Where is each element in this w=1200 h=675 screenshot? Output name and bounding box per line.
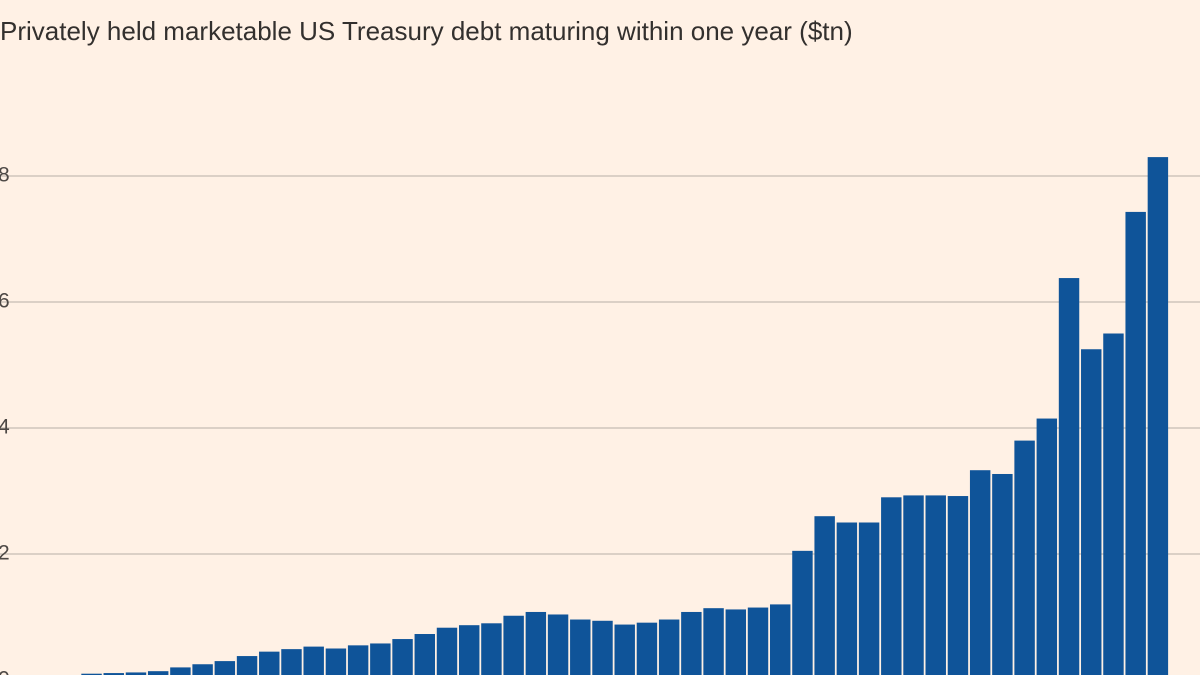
bar [325, 648, 347, 675]
bar [836, 522, 858, 675]
bar [925, 495, 946, 675]
y-tick-label: 6 [0, 290, 10, 313]
bar [170, 667, 191, 675]
bar [969, 470, 991, 675]
bar [681, 611, 702, 675]
bar [792, 550, 813, 675]
bar [347, 645, 369, 675]
bar [81, 673, 102, 675]
bar [392, 639, 413, 675]
y-tick-label: 4 [0, 416, 10, 439]
bar [636, 622, 658, 675]
bar [458, 625, 480, 675]
bar [658, 619, 680, 675]
bar [858, 522, 880, 675]
bar [303, 646, 324, 675]
bar [547, 614, 569, 675]
bar [436, 627, 458, 675]
bar [1058, 278, 1080, 675]
bar [192, 664, 213, 675]
bar [1103, 333, 1124, 675]
bar [570, 619, 591, 675]
bar [747, 607, 769, 675]
bar [1014, 440, 1035, 675]
y-tick-label: 0 [0, 668, 10, 675]
bar [370, 643, 391, 675]
bar [236, 656, 258, 675]
bar [814, 516, 835, 675]
y-tick-label: 2 [0, 542, 10, 565]
bar [703, 608, 724, 675]
bar [147, 671, 169, 675]
bar [770, 604, 791, 675]
y-tick-label: 8 [0, 164, 10, 187]
bar [881, 497, 902, 675]
bar [992, 473, 1013, 675]
bar [1125, 211, 1146, 675]
bar [481, 623, 502, 675]
bar [125, 672, 147, 675]
bar [503, 615, 524, 675]
bar [592, 620, 613, 675]
bar [725, 609, 747, 675]
bar [414, 634, 435, 675]
bar [281, 649, 302, 675]
bar [947, 496, 969, 675]
bar [1036, 418, 1058, 675]
bar [1081, 349, 1102, 675]
bar [214, 661, 236, 675]
bar [1147, 157, 1169, 675]
bar [259, 651, 280, 675]
chart-title: Privately held marketable US Treasury de… [0, 16, 853, 46]
bar [903, 495, 924, 675]
bar [525, 611, 547, 675]
bar [103, 673, 124, 675]
bar [614, 624, 635, 675]
